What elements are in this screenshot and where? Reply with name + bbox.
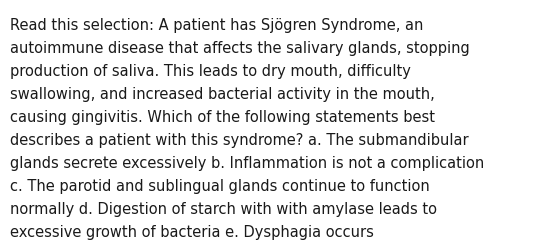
Text: production of saliva. This leads to dry mouth, difficulty: production of saliva. This leads to dry … xyxy=(10,64,411,79)
Text: causing gingivitis. Which of the following statements best: causing gingivitis. Which of the followi… xyxy=(10,110,435,124)
Text: c. The parotid and sublingual glands continue to function: c. The parotid and sublingual glands con… xyxy=(10,178,430,193)
Text: describes a patient with this syndrome? a. The submandibular: describes a patient with this syndrome? … xyxy=(10,132,469,148)
Text: excessive growth of bacteria e. Dysphagia occurs: excessive growth of bacteria e. Dysphagi… xyxy=(10,224,374,239)
Text: swallowing, and increased bacterial activity in the mouth,: swallowing, and increased bacterial acti… xyxy=(10,87,435,102)
Text: autoimmune disease that affects the salivary glands, stopping: autoimmune disease that affects the sali… xyxy=(10,41,470,56)
Text: glands secrete excessively b. Inflammation is not a complication: glands secrete excessively b. Inflammati… xyxy=(10,156,484,170)
Text: Read this selection: A patient has Sjögren Syndrome, an: Read this selection: A patient has Sjögr… xyxy=(10,18,424,33)
Text: normally d. Digestion of starch with with amylase leads to: normally d. Digestion of starch with wit… xyxy=(10,201,437,216)
